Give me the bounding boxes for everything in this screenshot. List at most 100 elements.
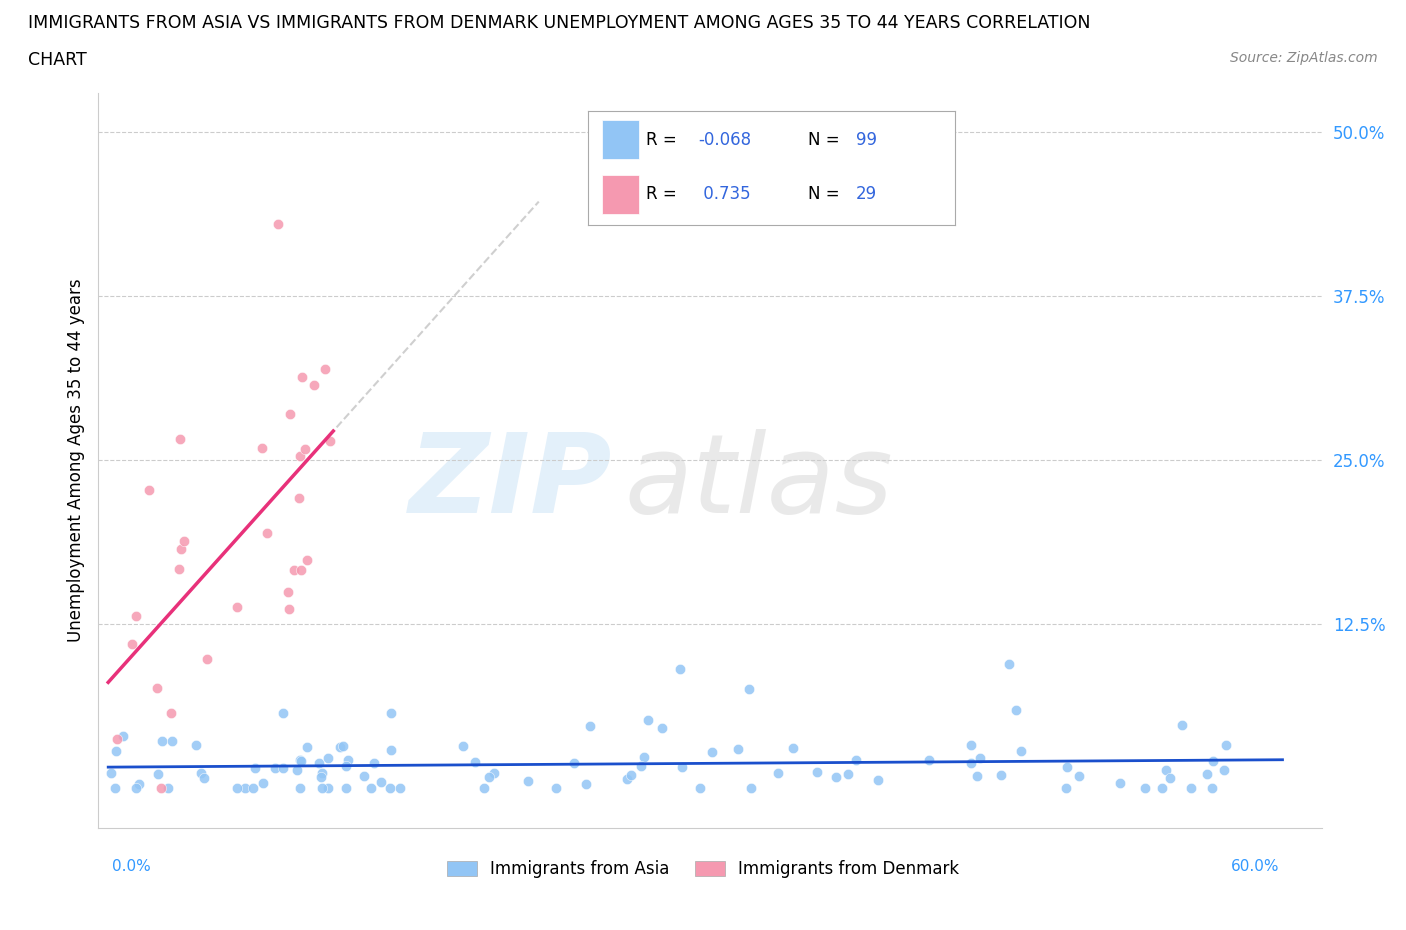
- Point: [1171, 717, 1194, 732]
- Point: [1213, 763, 1236, 777]
- Point: [1180, 781, 1202, 796]
- Point: [478, 769, 501, 784]
- Point: [235, 781, 257, 796]
- Point: [1056, 760, 1078, 775]
- Point: [169, 432, 191, 446]
- Point: [225, 600, 247, 615]
- Text: ZIP: ZIP: [409, 429, 612, 536]
- Point: [389, 781, 412, 796]
- Point: [105, 743, 128, 758]
- Point: [689, 781, 711, 796]
- Text: CHART: CHART: [28, 51, 87, 69]
- Point: [242, 781, 264, 796]
- Point: [453, 738, 475, 753]
- Point: [271, 761, 294, 776]
- Point: [669, 662, 692, 677]
- Point: [353, 768, 375, 783]
- Point: [271, 706, 294, 721]
- Point: [630, 759, 652, 774]
- Point: [170, 541, 193, 556]
- Point: [1215, 737, 1237, 752]
- Point: [193, 771, 215, 786]
- Point: [620, 768, 643, 783]
- Point: [283, 562, 305, 577]
- Point: [100, 765, 122, 780]
- Point: [633, 749, 655, 764]
- Point: [337, 752, 360, 767]
- Text: 0.0%: 0.0%: [112, 859, 152, 874]
- Point: [319, 434, 342, 449]
- Point: [288, 490, 311, 505]
- Point: [1067, 768, 1090, 783]
- Point: [297, 553, 319, 568]
- Text: IMMIGRANTS FROM ASIA VS IMMIGRANTS FROM DENMARK UNEMPLOYMENT AMONG AGES 35 TO 44: IMMIGRANTS FROM ASIA VS IMMIGRANTS FROM …: [28, 14, 1091, 32]
- Point: [1109, 776, 1132, 790]
- Point: [1201, 780, 1223, 795]
- Point: [285, 762, 308, 777]
- Point: [243, 761, 266, 776]
- Point: [1150, 781, 1173, 796]
- Point: [1197, 766, 1219, 781]
- Point: [277, 584, 299, 599]
- Point: [1004, 702, 1026, 717]
- Point: [1010, 744, 1032, 759]
- Point: [308, 755, 330, 770]
- Point: [464, 755, 486, 770]
- Point: [637, 712, 659, 727]
- Point: [740, 781, 762, 796]
- Point: [360, 781, 382, 796]
- Point: [738, 682, 761, 697]
- Point: [380, 781, 402, 796]
- Point: [575, 777, 598, 792]
- Point: [256, 525, 278, 540]
- Point: [380, 706, 402, 721]
- Point: [316, 751, 339, 765]
- Point: [173, 534, 195, 549]
- Point: [162, 733, 184, 748]
- Point: [290, 754, 312, 769]
- Point: [288, 448, 311, 463]
- Point: [150, 733, 173, 748]
- Point: [148, 766, 170, 781]
- Point: [959, 756, 981, 771]
- Point: [960, 737, 983, 752]
- Point: [966, 768, 988, 783]
- Point: [472, 781, 495, 796]
- Point: [138, 483, 160, 498]
- Point: [159, 706, 181, 721]
- Point: [969, 751, 991, 765]
- Point: [332, 738, 354, 753]
- Point: [766, 765, 789, 780]
- Point: [295, 740, 318, 755]
- Point: [267, 217, 290, 232]
- Point: [112, 729, 135, 744]
- Text: Source: ZipAtlas.com: Source: ZipAtlas.com: [1230, 51, 1378, 65]
- Y-axis label: Unemployment Among Ages 35 to 44 years: Unemployment Among Ages 35 to 44 years: [66, 279, 84, 642]
- Point: [264, 761, 287, 776]
- Point: [252, 775, 274, 790]
- Point: [1133, 781, 1156, 796]
- Point: [329, 739, 352, 754]
- Point: [998, 657, 1021, 671]
- Point: [380, 742, 402, 757]
- Point: [316, 780, 339, 795]
- Point: [806, 764, 828, 779]
- Point: [616, 772, 638, 787]
- Point: [700, 745, 723, 760]
- Point: [866, 773, 889, 788]
- Point: [125, 608, 148, 623]
- Point: [727, 741, 749, 756]
- Point: [990, 768, 1012, 783]
- Point: [782, 740, 804, 755]
- Point: [128, 777, 150, 791]
- Point: [302, 378, 325, 392]
- Point: [517, 774, 540, 789]
- Point: [157, 781, 180, 796]
- Point: [288, 781, 311, 796]
- Point: [145, 681, 167, 696]
- Point: [167, 562, 190, 577]
- Point: [335, 781, 357, 796]
- Point: [1159, 770, 1181, 785]
- Legend: Immigrants from Asia, Immigrants from Denmark: Immigrants from Asia, Immigrants from De…: [440, 853, 966, 884]
- Point: [825, 770, 848, 785]
